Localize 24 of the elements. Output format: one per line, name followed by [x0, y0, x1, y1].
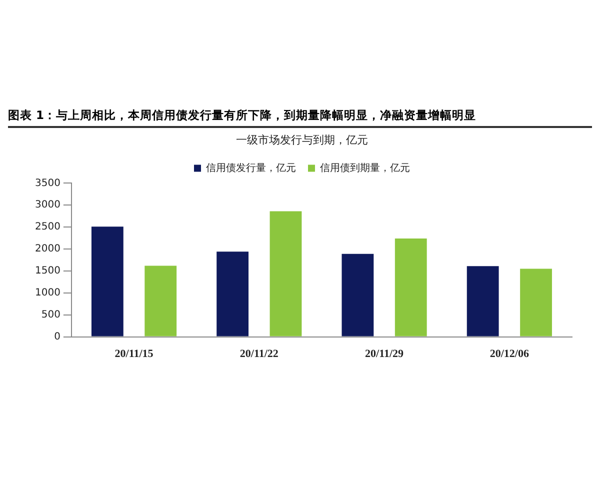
- bar: [520, 268, 552, 336]
- bar: [466, 266, 499, 336]
- y-tick-label: 2000: [34, 244, 60, 255]
- x-tick-label: 20/11/22: [240, 348, 279, 360]
- bar: [342, 254, 374, 336]
- y-tick-label: 1500: [34, 266, 60, 277]
- legend-label: 信用债发行量，亿元: [206, 162, 296, 174]
- y-tick-label: 3500: [34, 178, 60, 189]
- x-tick-label: 20/12/06: [490, 348, 530, 360]
- x-tick-label: 20/11/15: [114, 348, 154, 360]
- y-tick-label: 1000: [34, 288, 60, 299]
- bar: [91, 226, 124, 336]
- y-tick-label: 500: [41, 309, 60, 320]
- chart-subtitle: 一级市场发行与到期，亿元: [236, 133, 368, 146]
- x-tick-label: 20/11/29: [365, 348, 404, 360]
- bar: [144, 266, 177, 336]
- legend-label: 信用债到期量，亿元: [320, 162, 410, 174]
- bar: [270, 211, 302, 336]
- y-tick-label: 0: [54, 331, 60, 342]
- bar: [394, 238, 427, 336]
- bar: [216, 252, 249, 336]
- chart-title: 图表 1：与上周相比，本周信用债发行量有所下降，到期量降幅明显，净融资量增幅明显: [8, 108, 592, 128]
- y-tick-label: 2500: [34, 222, 60, 233]
- y-tick-label: 3000: [34, 200, 60, 211]
